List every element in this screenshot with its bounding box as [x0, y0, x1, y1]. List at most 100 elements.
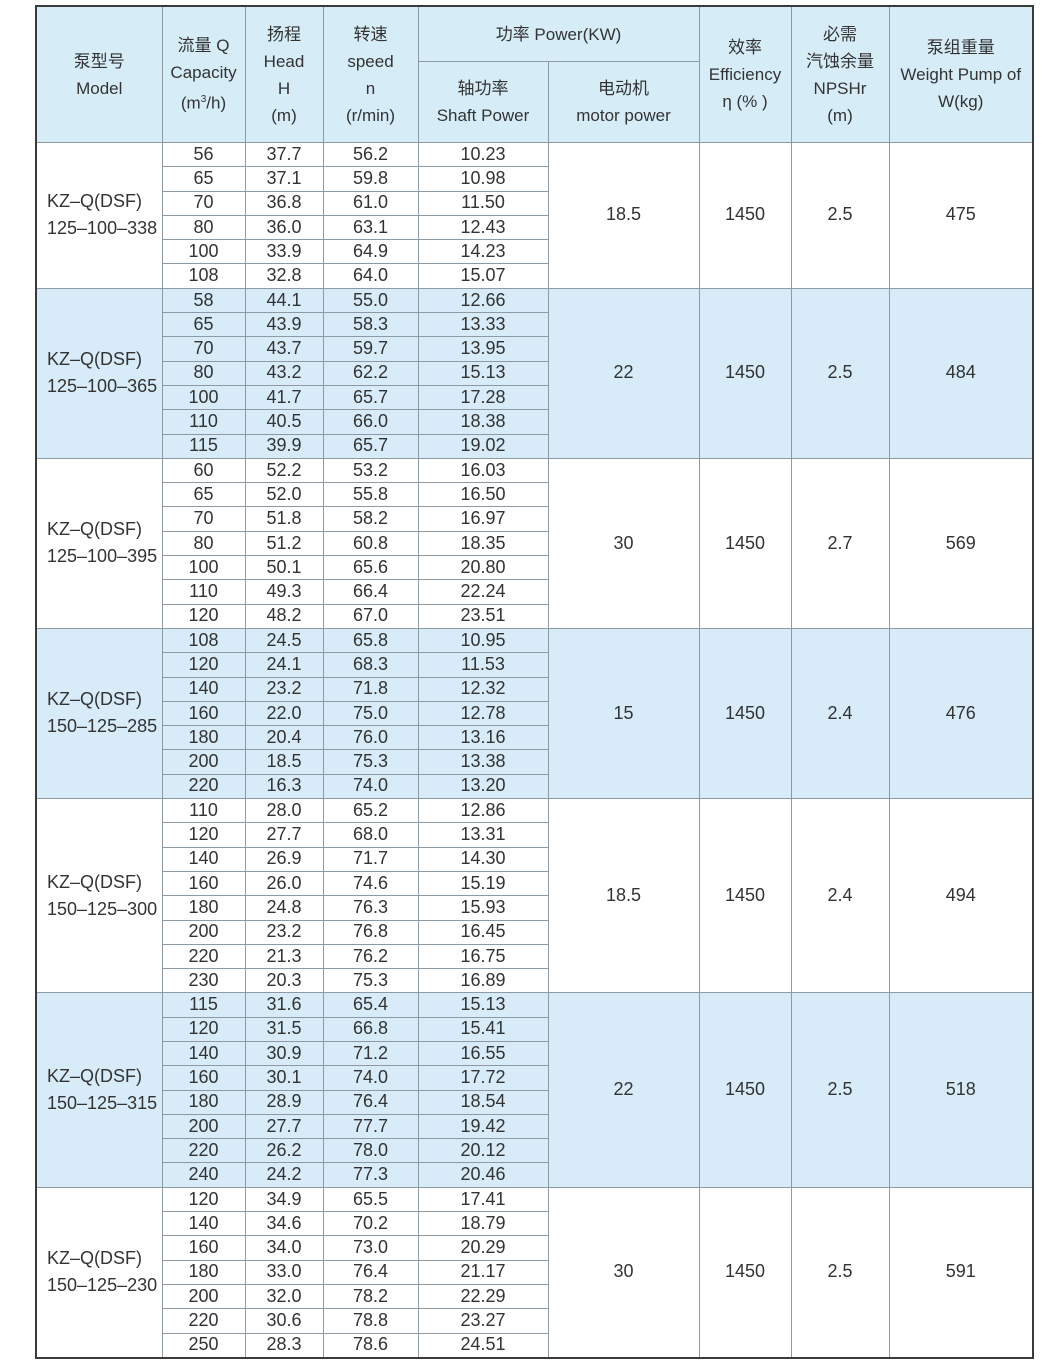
shaft-power-cell: 15.07	[417, 263, 549, 289]
head-cell: 26.9	[244, 846, 324, 872]
capacity-cell: 80	[161, 360, 246, 386]
speed-cell: 58.3	[322, 312, 419, 338]
speed-cell: 76.0	[322, 725, 419, 751]
head-cell: 24.8	[244, 895, 324, 921]
shaft-power-cell: 22.24	[417, 579, 549, 605]
speed-cell: 65.5	[322, 1186, 419, 1213]
speed-cell: 66.0	[322, 409, 419, 435]
speed-cell: 59.8	[322, 166, 419, 192]
head-cell: 31.6	[244, 992, 324, 1018]
table-row: 140 26.9 71.7 14.30	[36, 846, 1033, 872]
header-shaft-power: 轴功率 Shaft Power	[417, 61, 549, 143]
shaft-power-cell: 23.27	[417, 1308, 549, 1334]
shaft-power-cell: 13.33	[417, 312, 549, 338]
table-row: 140 30.9 71.2 16.55	[36, 1040, 1033, 1067]
capacity-cell: 180	[161, 1259, 246, 1285]
capacity-cell: 230	[161, 968, 246, 994]
table-row: 160 34.0 73.0 20.29	[36, 1235, 1033, 1261]
shaft-power-cell: 10.98	[417, 166, 549, 192]
shaft-power-cell: 20.12	[417, 1138, 549, 1164]
capacity-cell: 65	[161, 166, 246, 192]
header-head: 扬程 Head H (m)	[244, 5, 324, 143]
shaft-power-cell: 20.80	[417, 555, 549, 581]
capacity-cell: 70	[161, 336, 246, 362]
table-row: 140 23.2 71.8 12.32	[36, 676, 1033, 702]
table-row: 65 37.1 59.8 10.98	[36, 166, 1033, 192]
model-series: KZ–Q(DSF)	[47, 349, 143, 370]
model-size: 150–125–230	[47, 1275, 158, 1296]
head-cell: 22.0	[244, 700, 324, 727]
weight-cell: 494	[888, 798, 1034, 994]
motor-power-cell: 18.5	[547, 798, 700, 994]
capacity-cell: 200	[161, 749, 246, 775]
shaft-power-cell: 12.66	[417, 287, 549, 314]
table-row: 200 27.7 77.7 19.42	[36, 1113, 1033, 1140]
table-row: 180 24.8 76.3 15.93	[36, 895, 1033, 921]
capacity-cell: 65	[161, 312, 246, 338]
table-row: 100 50.1 65.6 20.80	[36, 555, 1033, 581]
header-capacity: 流量 Q Capacity (m3/h)	[161, 5, 246, 143]
header-weight: 泵组重量 Weight Pump of W(kg)	[888, 5, 1034, 143]
head-cell: 23.2	[244, 919, 324, 945]
model-size: 125–100–338	[47, 218, 158, 239]
speed-cell: 66.4	[322, 579, 419, 605]
speed-cell: 66.8	[322, 1016, 419, 1042]
header-power: 功率 Power(KW)	[417, 5, 700, 62]
table-row: 220 16.3 74.0 13.20	[36, 773, 1033, 800]
npshr-cell: 2.5	[790, 287, 890, 459]
shaft-power-cell: 13.16	[417, 725, 549, 751]
shaft-power-cell: 12.32	[417, 676, 549, 702]
shaft-power-cell: 18.79	[417, 1211, 549, 1237]
head-cell: 24.1	[244, 652, 324, 678]
head-cell: 18.5	[244, 749, 324, 775]
efficiency-cell: 1450	[698, 992, 792, 1188]
model-series: KZ–Q(DSF)	[47, 1248, 143, 1269]
head-cell: 43.2	[244, 360, 324, 386]
capacity-cell: 120	[161, 603, 246, 629]
speed-cell: 78.0	[322, 1138, 419, 1164]
shaft-power-cell: 13.38	[417, 749, 549, 775]
speed-cell: 68.0	[322, 822, 419, 848]
shaft-power-cell: 10.95	[417, 627, 549, 654]
shaft-power-cell: 16.45	[417, 919, 549, 945]
shaft-power-cell: 19.02	[417, 433, 549, 459]
npshr-cell: 2.5	[790, 992, 890, 1188]
shaft-power-cell: 21.17	[417, 1259, 549, 1285]
capacity-cell: 160	[161, 700, 246, 727]
capacity-cell: 140	[161, 676, 246, 702]
capacity-cell: 240	[161, 1162, 246, 1188]
head-cell: 16.3	[244, 773, 324, 800]
speed-cell: 76.3	[322, 895, 419, 921]
motor-power-cell: 30	[547, 1186, 700, 1359]
header-motor-power: 电动机 motor power	[547, 61, 700, 143]
capacity-cell: 250	[161, 1332, 246, 1359]
head-cell: 39.9	[244, 433, 324, 459]
capacity-cell: 100	[161, 384, 246, 411]
shaft-power-cell: 16.89	[417, 968, 549, 994]
head-cell: 28.0	[244, 798, 324, 824]
capacity-cell: 160	[161, 1235, 246, 1261]
capacity-cell: 160	[161, 1065, 246, 1091]
shaft-power-cell: 12.86	[417, 798, 549, 824]
shaft-power-cell: 11.50	[417, 190, 549, 216]
speed-cell: 76.4	[322, 1089, 419, 1115]
speed-cell: 77.3	[322, 1162, 419, 1188]
shaft-power-cell: 18.54	[417, 1089, 549, 1115]
head-cell: 50.1	[244, 555, 324, 581]
head-cell: 30.6	[244, 1308, 324, 1334]
model-size: 150–125–300	[47, 898, 158, 919]
motor-power-cell: 15	[547, 627, 700, 800]
head-cell: 23.2	[244, 676, 324, 702]
motor-power-cell: 30	[547, 457, 700, 629]
speed-cell: 71.2	[322, 1040, 419, 1067]
table-row: 115 39.9 65.7 19.02	[36, 433, 1033, 459]
speed-cell: 64.0	[322, 263, 419, 289]
speed-cell: 71.7	[322, 846, 419, 872]
table-row: 100 41.7 65.7 17.28	[36, 384, 1033, 411]
head-cell: 26.2	[244, 1138, 324, 1164]
shaft-power-cell: 24.51	[417, 1332, 549, 1359]
efficiency-cell: 1450	[698, 1186, 792, 1359]
speed-cell: 76.4	[322, 1259, 419, 1285]
shaft-power-cell: 16.55	[417, 1040, 549, 1067]
head-cell: 20.4	[244, 725, 324, 751]
